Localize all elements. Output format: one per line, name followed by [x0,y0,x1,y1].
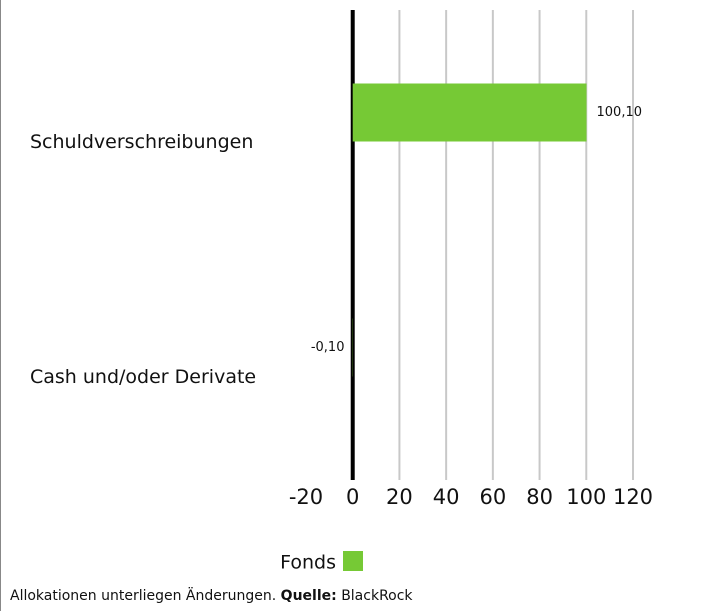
footer-source-label: Quelle: [281,588,337,604]
x-tick-label: 40 [433,485,460,509]
x-tick-label: 60 [479,485,506,509]
value-label: 100,10 [597,105,643,120]
footer-text: Allokationen unterliegen Änderungen. [10,586,276,604]
x-tick-label: 100 [566,485,606,509]
footer-source: BlackRock [341,588,413,604]
x-tick-label: -20 [289,485,323,509]
legend-swatch [343,551,363,571]
value-label: -0,10 [311,340,345,355]
footer: Allokationen unterliegen Änderungen. Que… [10,586,413,604]
x-tick-label: 120 [613,485,653,509]
legend-label: Fonds [280,552,336,574]
category-label: Cash und/oder Derivate [30,366,256,388]
x-tick-label: 20 [386,485,413,509]
category-label: Schuldverschreibungen [30,131,253,153]
x-tick-label: 80 [526,485,553,509]
x-tick-label: 0 [346,485,359,509]
bar [352,83,587,142]
